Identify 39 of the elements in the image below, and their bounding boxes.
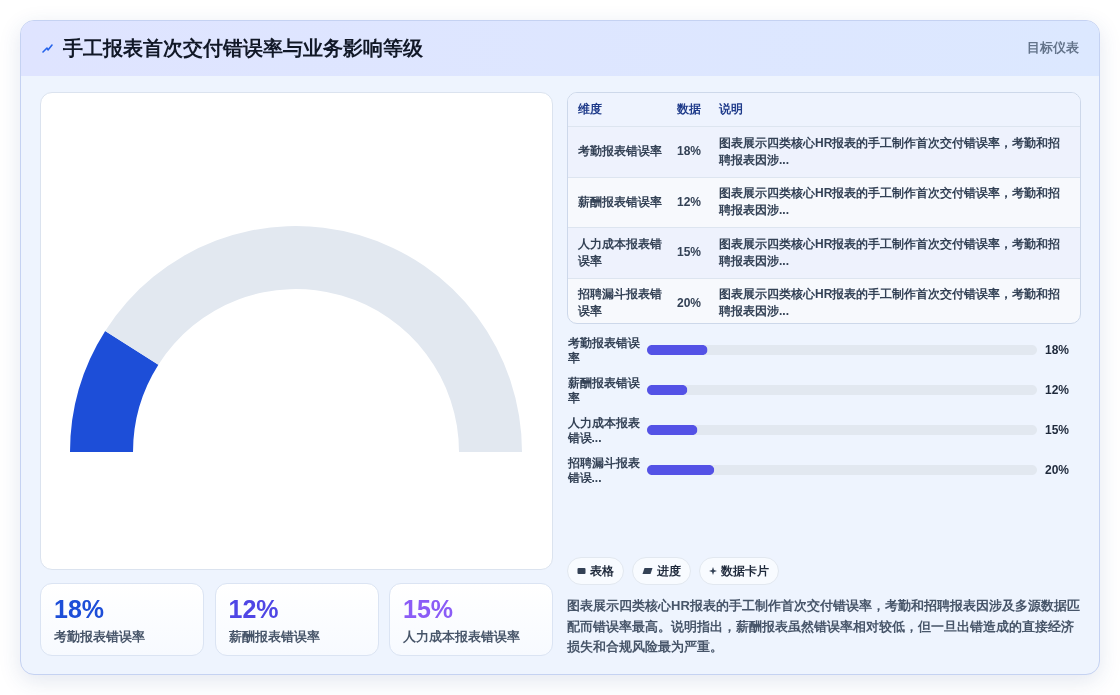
text: 说明 <box>719 102 744 117</box>
category-label: 数据卡片 <box>721 563 769 579</box>
category-label: 人力成本报表错误率 <box>403 629 521 646</box>
text: 目标仪表 <box>1026 40 1079 56</box>
data-label: 20% <box>1045 463 1070 477</box>
text: 18% <box>677 144 702 159</box>
text: 图表展示四类核心HR报表的手工制作首次交付错误率，考勤和招聘报表因涉... <box>719 185 1062 220</box>
bar <box>647 345 708 355</box>
y-tick-label: 薪酬报表错误率 <box>566 375 641 405</box>
y-tick-label: 招聘漏斗报表错误... <box>566 455 641 485</box>
category-label: 进度 <box>657 563 681 579</box>
chart-title: 手工报表首次交付错误率与业务影响等级 <box>63 36 423 61</box>
text: 18% <box>54 595 105 623</box>
category-label: 表格 <box>590 563 614 579</box>
category-label: 薪酬报表错误率 <box>228 629 321 646</box>
text: 12% <box>677 194 702 209</box>
data-label: 15% <box>1045 423 1070 437</box>
bar <box>647 385 688 395</box>
category-label: 薪酬报表错误率 <box>577 193 663 211</box>
data-label: 12% <box>1045 383 1070 397</box>
category-label: 考勤报表错误率 <box>577 143 663 161</box>
y-tick-label: 考勤报表错误率 <box>566 335 641 365</box>
y-tick-label: 人力成本报表错误... <box>566 415 641 445</box>
text: 20% <box>677 295 702 310</box>
text: 图表展示四类核心HR报表的手工制作首次交付错误率，考勤和招聘报表因涉... <box>719 235 1062 270</box>
text: 图表展示四类核心HR报表的手工制作首次交付错误率，考勤和招聘报表因涉... <box>719 286 1062 321</box>
bar <box>647 425 698 435</box>
text: 图表展示四类核心HR报表的手工制作首次交付错误率，考勤和招聘报表因涉及多源数据匹配而错误率最高。说明指出，薪酬报表虽然错误率相对较低，但一旦出错造成的直接经济损失和合规风险最为严重。 <box>567 597 1081 656</box>
text: 数据 <box>677 102 702 117</box>
text: 图表展示四类核心HR报表的手工制作首次交付错误率，考勤和招聘报表因涉... <box>719 134 1062 169</box>
text: 15% <box>677 245 702 260</box>
category-label: 人力成本报表错误率 <box>577 235 663 270</box>
category-label: 招聘漏斗报表错误率 <box>577 286 663 321</box>
text: 12% <box>228 595 279 623</box>
text: 15% <box>403 595 454 623</box>
category-label: 考勤报表错误率 <box>54 629 146 646</box>
bar <box>647 465 715 475</box>
data-label: 18% <box>1045 343 1070 357</box>
text: 维度 <box>577 102 603 117</box>
